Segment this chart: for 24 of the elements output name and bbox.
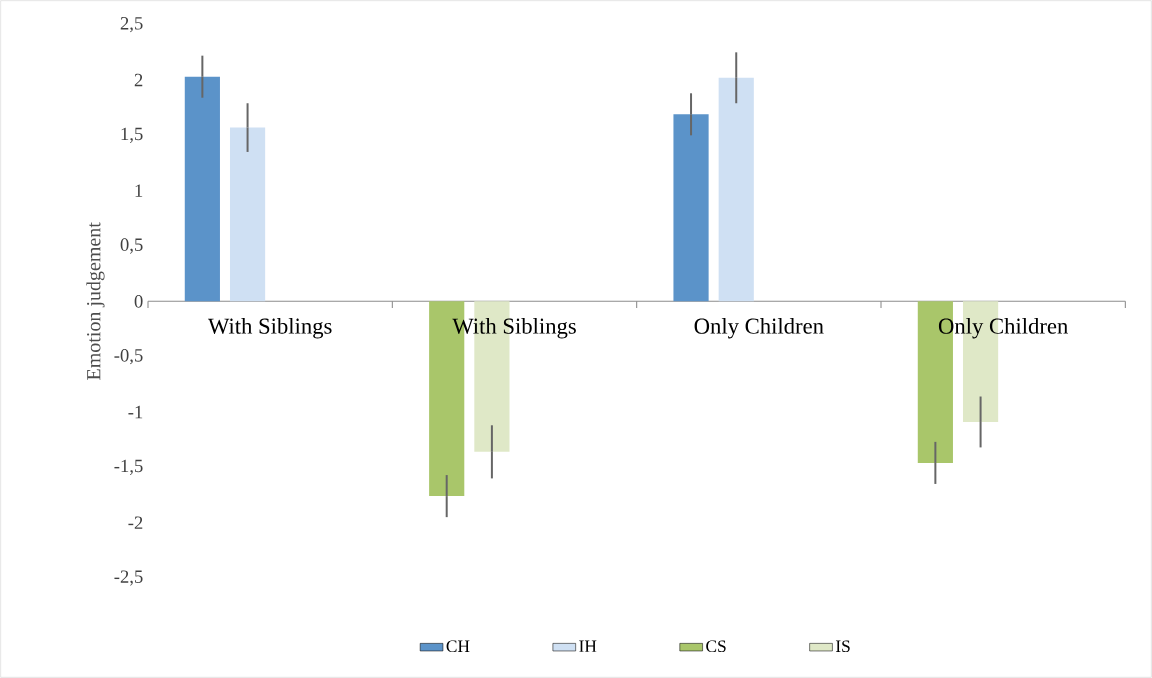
bar (673, 114, 709, 302)
legend-label: CS (706, 640, 726, 653)
x-tick-label: Only Children (938, 317, 1068, 339)
x-tick-label: With Siblings (207, 317, 332, 339)
legend-label: CH (446, 640, 470, 653)
bar (718, 77, 754, 302)
x-tick-label: Only Children (694, 317, 824, 339)
y-tick-label: 1 (135, 184, 143, 197)
bar (229, 127, 266, 302)
y-tick-label: 0 (134, 295, 143, 308)
y-tick-label: -1 (128, 405, 143, 419)
y-tick-label: -0,5 (114, 349, 143, 365)
legend-label: IS (835, 640, 850, 653)
y-axis-title: Emotion judgement (86, 222, 105, 380)
y-tick-label: -2 (128, 516, 143, 529)
x-tick-label: With Siblings (452, 317, 576, 339)
bar (184, 76, 220, 302)
y-tick-label: -2,5 (114, 570, 143, 586)
y-tick-label: 1,5 (121, 127, 143, 143)
y-tick-label: 2,5 (120, 17, 143, 33)
legend-label: IH (579, 640, 597, 652)
y-tick-label: 0,5 (120, 238, 143, 254)
y-tick-label: 2 (134, 73, 143, 87)
y-tick-label: -1,5 (114, 459, 143, 475)
